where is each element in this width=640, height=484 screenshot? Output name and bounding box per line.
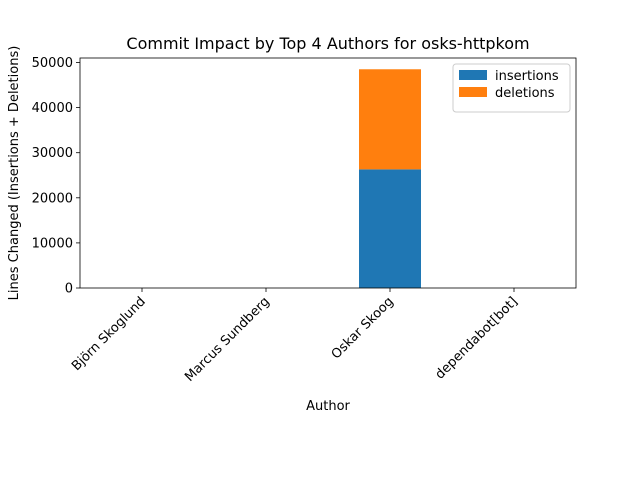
y-axis-label: Lines Changed (Insertions + Deletions) <box>7 46 22 301</box>
bar-insertions-2 <box>359 169 421 288</box>
y-tick-label-4: 40000 <box>32 101 73 116</box>
y-tick-label-0: 0 <box>65 282 73 297</box>
y-tick-label-1: 10000 <box>32 236 73 251</box>
legend-swatch-insertions <box>459 70 487 80</box>
legend: insertions deletions <box>452 63 571 113</box>
y-tick-label-5: 50000 <box>32 56 73 71</box>
x-tick-label-2: Oskar Skoog <box>329 294 397 362</box>
legend-label-deletions: deletions <box>495 86 555 101</box>
x-tick-label-0: Björn Skoglund <box>69 294 149 374</box>
bar-deletions-2 <box>359 69 421 170</box>
x-tick-label-1: Marcus Sundberg <box>182 294 273 385</box>
chart-title: Commit Impact by Top 4 Authors for osks-… <box>126 34 529 53</box>
x-axis-label: Author <box>306 399 350 414</box>
y-tick-label-3: 30000 <box>32 146 73 161</box>
x-tick-label-3: dependabot[bot] <box>433 294 521 382</box>
plot-frame <box>79 57 577 289</box>
legend-swatch-deletions <box>459 87 487 97</box>
legend-label-insertions: insertions <box>495 69 559 84</box>
y-tick-label-2: 20000 <box>32 191 73 206</box>
